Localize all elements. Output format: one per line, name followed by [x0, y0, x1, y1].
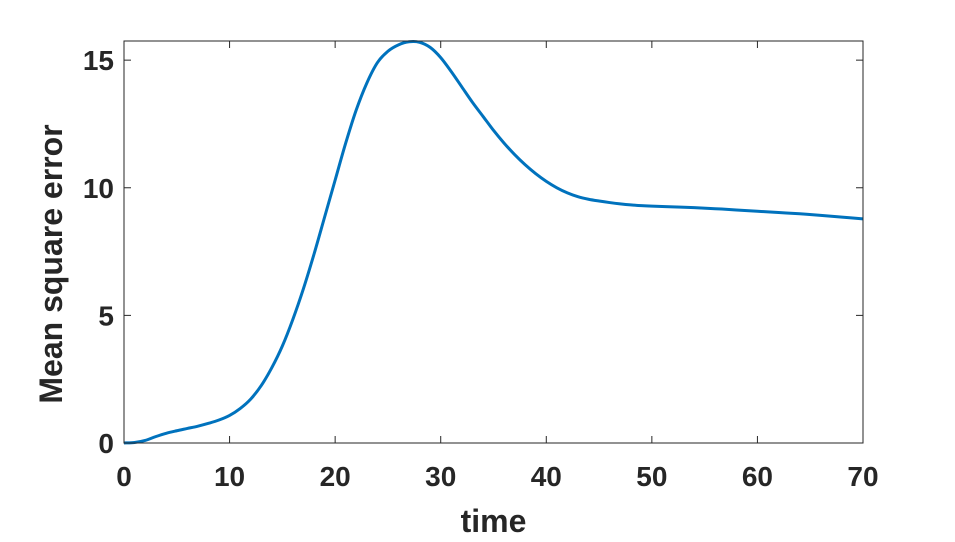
- axes-box: [123, 40, 864, 444]
- y-tick-label: 5: [98, 300, 114, 331]
- y-tick-label: 10: [83, 173, 114, 204]
- x-tick-label: 40: [531, 461, 562, 492]
- y-tick-label: 15: [83, 45, 114, 76]
- y-tick-label: 0: [98, 428, 114, 459]
- x-tick-label: 60: [742, 461, 773, 492]
- x-tick-label: 10: [214, 461, 245, 492]
- y-axis-label: Mean square error: [33, 124, 69, 403]
- plot-area: [124, 41, 863, 443]
- x-tick-label: 70: [847, 461, 878, 492]
- x-tick-label: 30: [425, 461, 456, 492]
- series-layer: [123, 39, 864, 445]
- x-tick-label: 20: [320, 461, 351, 492]
- y-tick-labels: 0 5 10 15: [83, 45, 114, 459]
- x-tick-label: 50: [636, 461, 667, 492]
- x-tick-label: 0: [116, 461, 132, 492]
- series-line-0: [123, 39, 864, 445]
- x-tick-labels: 0 10 20 30 40 50 60 70: [116, 461, 878, 492]
- x-axis-label: time: [461, 503, 527, 539]
